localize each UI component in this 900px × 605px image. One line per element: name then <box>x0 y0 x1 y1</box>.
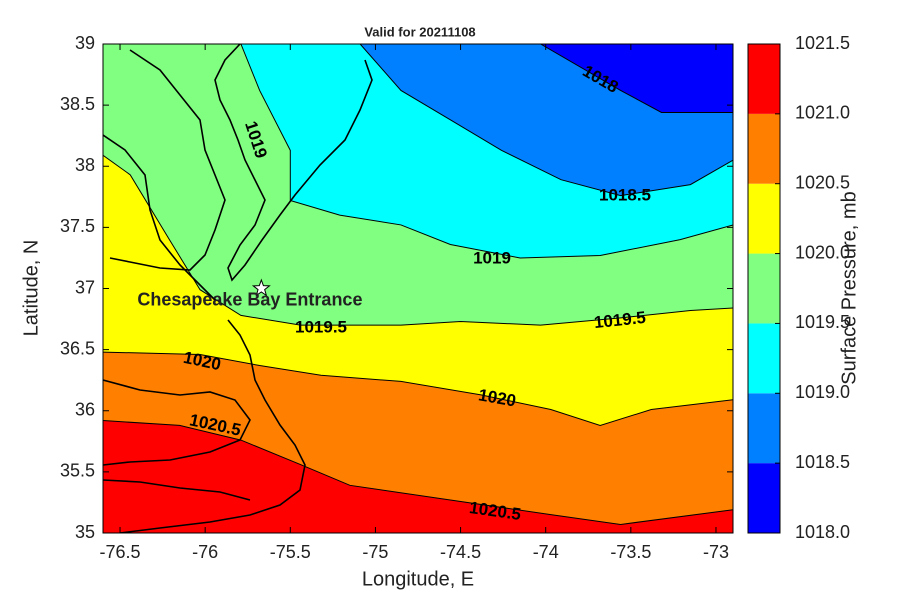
x-tick-label: -74.5 <box>440 542 481 562</box>
contour-line <box>103 351 733 426</box>
colorbar-tick-label: 1018.5 <box>795 452 850 472</box>
y-tick-label: 35.5 <box>60 461 95 481</box>
colorbar-tick-label: 1021.5 <box>795 33 850 53</box>
colorbar-band <box>748 253 780 324</box>
y-tick-label: 38.5 <box>60 94 95 114</box>
colorbar-label: Surface Pressure, mb <box>838 191 860 384</box>
x-tick-label: -75 <box>362 542 388 562</box>
coastline <box>103 44 373 533</box>
contour-fill <box>540 44 733 113</box>
colorbar-band <box>748 183 780 254</box>
y-tick-label: 37.5 <box>60 216 95 236</box>
y-tick-label: 38 <box>75 155 95 175</box>
contour-lines <box>103 44 733 525</box>
x-tick-label: -76 <box>192 542 218 562</box>
x-tick-label: -73.5 <box>610 542 651 562</box>
colorbar-band <box>748 463 780 533</box>
y-tick-label: 37 <box>75 277 95 297</box>
location-star <box>251 278 271 297</box>
contour-line <box>103 420 733 525</box>
colorbar-tick-label: 1020.5 <box>795 172 850 192</box>
y-tick-label: 36.5 <box>60 338 95 358</box>
y-tick-label: 39 <box>75 33 95 53</box>
y-axis-label: Latitude, N <box>20 240 42 337</box>
contour-fills <box>103 44 733 533</box>
x-tick-label: -75.5 <box>270 542 311 562</box>
contour-line <box>540 44 733 113</box>
colorbar-band <box>748 44 780 114</box>
contour-line <box>240 44 733 259</box>
colorbar-tick-label: 1021.0 <box>795 103 850 123</box>
x-tick-label: -74 <box>533 542 559 562</box>
colorbar-tick-label: 1019.0 <box>795 382 850 402</box>
colorbar-band <box>748 113 780 184</box>
x-tick-label: -73 <box>703 542 729 562</box>
x-tick-label: -76.5 <box>100 542 141 562</box>
y-tick-label: 36 <box>75 400 95 420</box>
colorbar-band <box>748 393 780 464</box>
annotation-text: Chesapeake Bay Entrance <box>137 289 362 309</box>
contour-label: 1019 <box>473 248 511 267</box>
chart-title: Valid for 20211108 <box>364 24 475 39</box>
colorbar-tick-label: 1018.0 <box>795 522 850 542</box>
contour-label: 1019.5 <box>295 317 347 336</box>
colorbar-frame <box>747 43 781 534</box>
contour-line <box>103 154 733 326</box>
colorbar-tick-label: 1019.5 <box>795 312 850 332</box>
colorbar-band <box>748 323 780 394</box>
contour-label: 1018.5 <box>599 185 651 204</box>
contour-line <box>359 44 733 197</box>
x-axis-label: Longitude, E <box>362 568 474 590</box>
y-tick-label: 35 <box>75 522 95 542</box>
colorbar-tick-label: 1020.0 <box>795 242 850 262</box>
